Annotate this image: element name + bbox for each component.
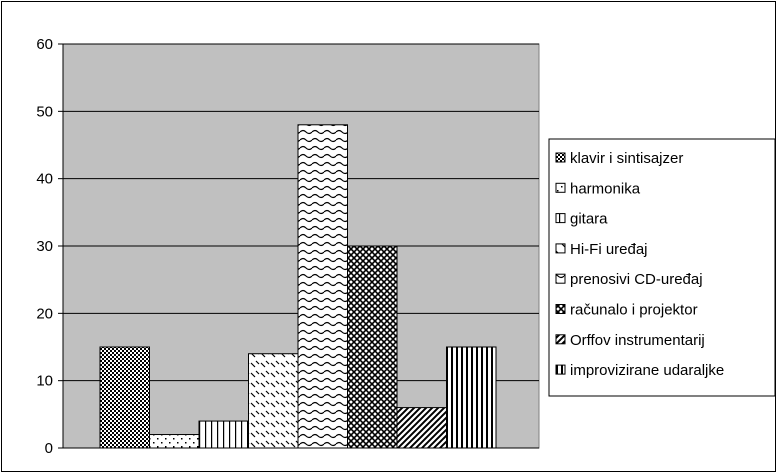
legend-label-3: gitara	[570, 211, 608, 228]
legend-swatch-6	[555, 304, 566, 314]
bar-8	[446, 346, 497, 449]
y-tick-label: 0	[45, 440, 53, 457]
legend-label-6: računalo i projektor	[570, 302, 698, 319]
bar-3	[198, 420, 249, 449]
legend-label-7: Orffov instrumentarij	[570, 332, 705, 349]
y-tick-label: 20	[36, 305, 53, 322]
bar-1	[99, 346, 150, 449]
y-tick-label: 30	[36, 238, 53, 255]
legend-swatch-4	[555, 243, 566, 254]
legend-swatch-7	[555, 334, 566, 345]
legend-label-1: klavir i sintisajzer	[570, 150, 683, 167]
legend-label-8: improvizirane udaraljke	[570, 362, 724, 379]
y-tick-label: 50	[36, 103, 53, 120]
legend-items: klavir i sintisajzer harmonika gitara Hi-Fi…	[555, 150, 724, 379]
bar-6	[347, 245, 398, 449]
bar-7	[396, 407, 447, 449]
legend-swatch-8	[555, 364, 566, 375]
bar-2	[149, 434, 200, 449]
legend-label-2: harmonika	[570, 180, 641, 197]
bar-5	[297, 124, 348, 449]
y-tick-label: 60	[36, 36, 53, 53]
legend-swatch-1	[555, 152, 566, 163]
y-tick-label: 10	[36, 373, 53, 390]
legend	[548, 138, 776, 397]
legend-label-5: prenosivi CD-uređaj	[570, 271, 703, 288]
legend-label-4: Hi-Fi uređaj	[570, 241, 648, 258]
y-tick-label: 40	[36, 171, 53, 188]
bar-4	[248, 353, 299, 449]
y-axis-ticks: 0 10 20 30 40 50 60	[36, 36, 63, 457]
bars	[99, 124, 497, 449]
legend-swatch-5	[555, 273, 566, 284]
legend-swatch-2	[555, 182, 566, 193]
legend-swatch-3	[555, 213, 566, 224]
